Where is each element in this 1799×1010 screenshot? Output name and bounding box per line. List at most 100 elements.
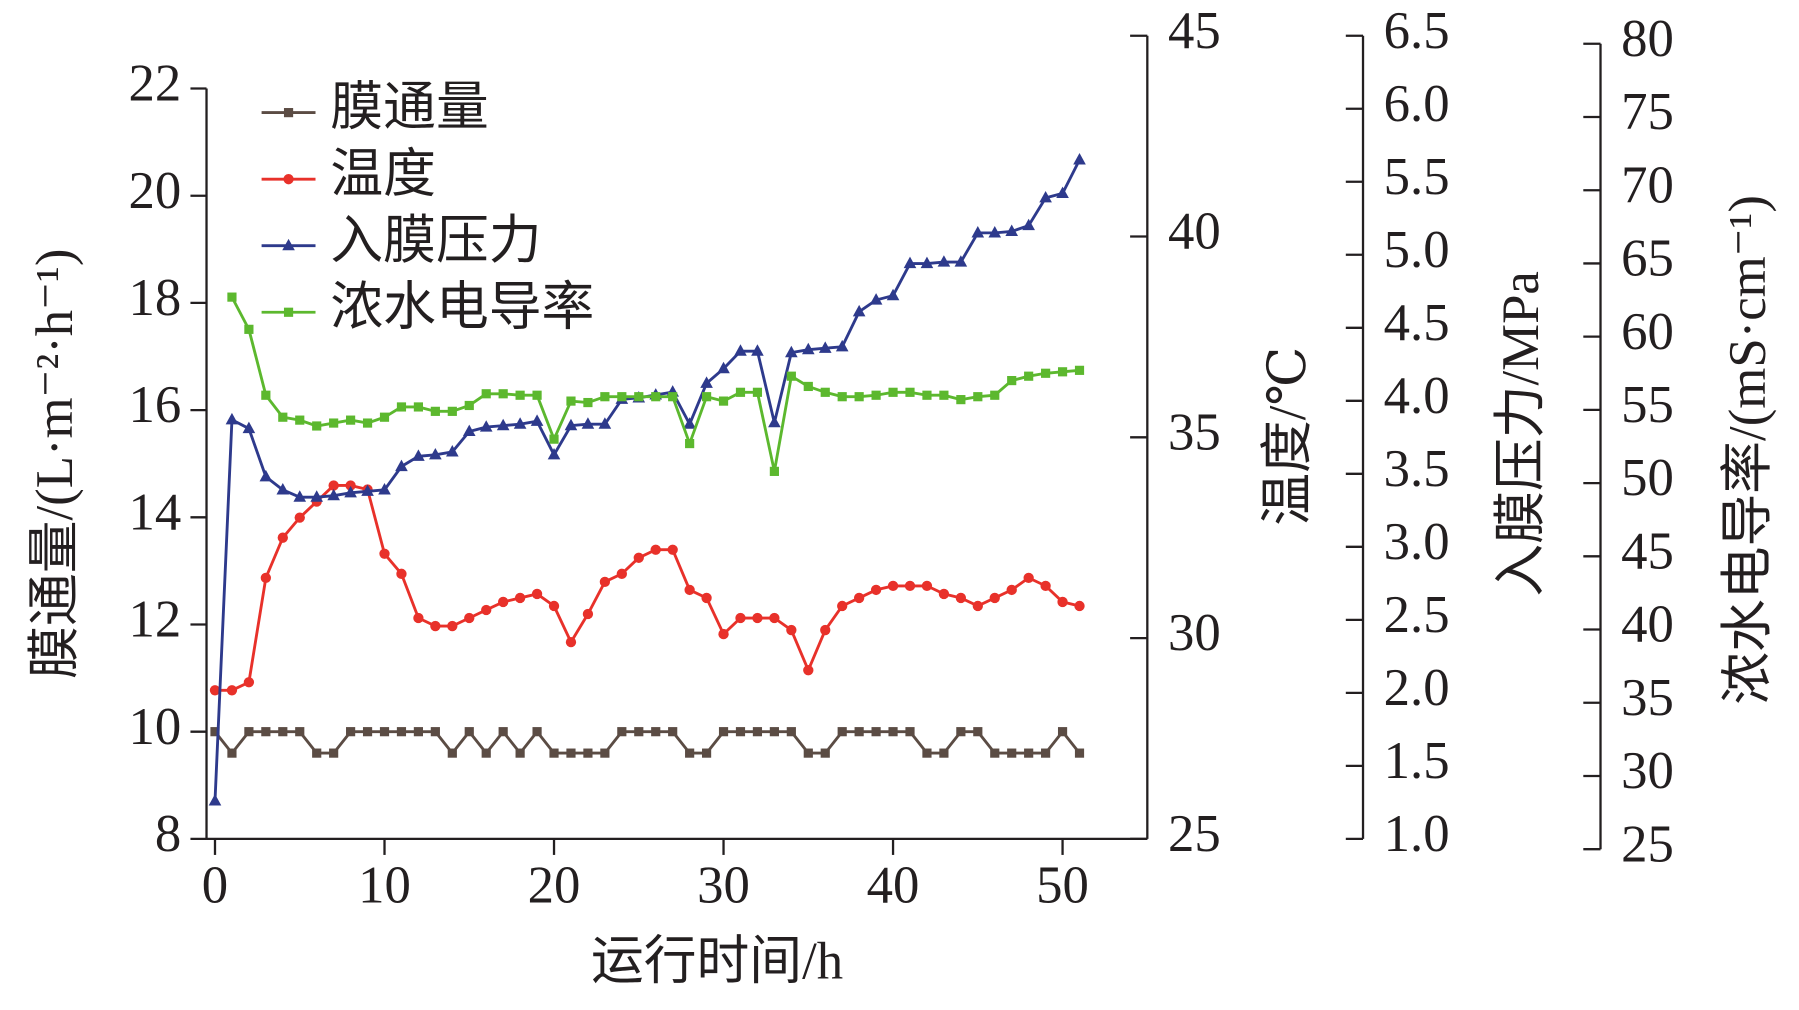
marker (803, 665, 814, 676)
x-tick-label: 0 (202, 857, 228, 915)
y4-tick-label: 35 (1621, 669, 1674, 727)
marker (566, 748, 576, 758)
marker (701, 748, 712, 758)
marker (769, 727, 779, 737)
marker (921, 580, 933, 592)
marker (1039, 190, 1052, 203)
marker (801, 342, 815, 355)
marker (295, 727, 305, 737)
marker (803, 748, 813, 758)
marker (513, 417, 527, 429)
marker (479, 420, 493, 432)
marker (617, 727, 627, 737)
y3-axis-title: 入膜压力/MPa (1492, 271, 1550, 596)
marker (225, 412, 239, 425)
marker (346, 727, 356, 737)
marker (735, 387, 746, 397)
marker (481, 389, 491, 399)
y3-tick-label: 3.0 (1384, 513, 1450, 571)
marker (616, 568, 627, 580)
marker (939, 390, 949, 400)
marker (261, 727, 271, 737)
marker (769, 466, 779, 476)
marker (413, 402, 423, 412)
x-tick-label: 30 (697, 857, 750, 915)
marker (345, 480, 356, 491)
marker (870, 584, 882, 596)
marker (904, 580, 916, 592)
y3-tick-label: 2.5 (1384, 586, 1450, 644)
y3-tick-label: 6.0 (1384, 75, 1450, 133)
marker (718, 396, 729, 406)
marker (837, 727, 847, 737)
y2-axis-title: 温度/℃ (1259, 347, 1317, 526)
marker (532, 727, 542, 737)
marker (971, 225, 985, 238)
marker (598, 417, 612, 429)
marker (531, 588, 543, 600)
marker (837, 600, 848, 612)
y4-tick-label: 40 (1621, 596, 1674, 654)
marker (751, 344, 764, 356)
marker (283, 173, 294, 185)
marker (718, 727, 729, 737)
marker (990, 748, 1000, 758)
marker (447, 748, 457, 758)
marker (634, 392, 644, 402)
y3-tick-label: 5.0 (1384, 221, 1450, 279)
marker (905, 387, 915, 397)
marker (243, 677, 255, 688)
marker (1005, 224, 1019, 237)
marker (735, 727, 746, 737)
marker (227, 748, 237, 758)
marker (1056, 186, 1069, 199)
marker (515, 390, 525, 400)
marker (854, 727, 864, 737)
y3-tick-label: 1.0 (1384, 805, 1450, 863)
marker (886, 288, 900, 301)
y2-tick-label: 40 (1168, 203, 1221, 261)
marker (583, 748, 593, 758)
marker (447, 620, 458, 632)
marker (853, 592, 865, 604)
marker (820, 624, 831, 636)
y3-tick-label: 3.5 (1384, 440, 1450, 498)
x-tick-label: 40 (867, 857, 920, 915)
marker (871, 390, 881, 400)
marker (954, 255, 968, 267)
marker (600, 748, 610, 758)
marker (1057, 596, 1068, 608)
marker (210, 727, 220, 737)
marker (920, 256, 934, 269)
marker (430, 620, 441, 632)
marker (956, 395, 966, 405)
marker (242, 421, 256, 434)
marker (989, 592, 1000, 604)
series-line (214, 484, 1080, 692)
marker (514, 592, 526, 604)
marker (888, 727, 898, 737)
marker (752, 727, 763, 737)
marker (718, 628, 729, 640)
marker (1057, 367, 1068, 377)
marker (820, 748, 830, 758)
marker (956, 727, 966, 737)
y-tick-label: 10 (129, 698, 182, 756)
marker (312, 748, 322, 758)
marker (1007, 748, 1017, 758)
marker (295, 415, 305, 425)
marker (226, 685, 238, 696)
marker (937, 255, 951, 267)
marker (903, 256, 917, 269)
marker (396, 568, 407, 580)
marker (1006, 584, 1017, 596)
marker (633, 552, 644, 563)
marker (1024, 371, 1034, 381)
marker (293, 490, 307, 502)
marker (378, 482, 391, 495)
y-axis-title: 膜通量/(L·m⁻²·h⁻¹) (26, 249, 84, 679)
marker (481, 748, 491, 758)
marker (786, 624, 797, 636)
marker (294, 512, 305, 523)
